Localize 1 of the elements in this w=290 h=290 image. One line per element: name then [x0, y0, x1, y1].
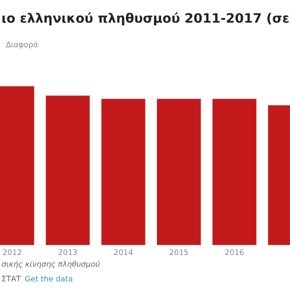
chart-title: ιο ελληνικού πληθυσμού 2011-2017 (σε: [2, 12, 289, 26]
